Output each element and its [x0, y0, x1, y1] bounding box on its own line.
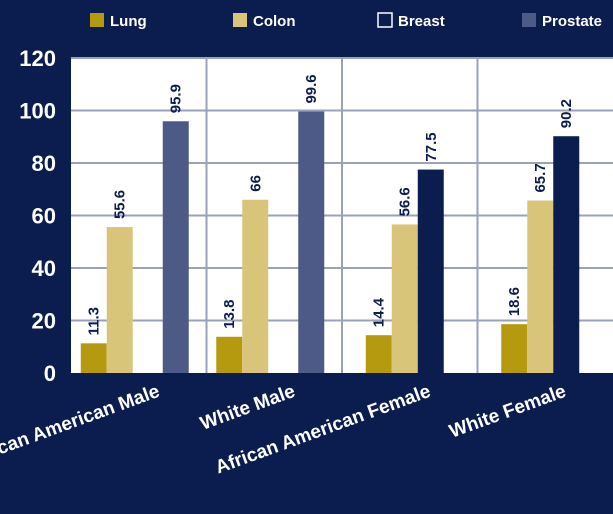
data-label-white-male-lung: 13.8	[221, 300, 238, 329]
data-labels: 11.3 55.6 95.9 13.8 66 99.6 14.4 56.6 77.5 18.6 65…	[86, 74, 576, 335]
y-tick-label: 20	[32, 309, 56, 334]
y-tick-label: 100	[19, 99, 56, 124]
legend-label-prostate: Prostate	[542, 13, 602, 30]
legend-label-lung: Lung	[110, 13, 147, 30]
legend-swatch-breast	[377, 12, 393, 28]
data-label-african-american-male-lung: 11.3	[86, 307, 103, 335]
y-tick-label: 0	[44, 361, 56, 386]
bar-african-american-female-lung	[365, 335, 392, 373]
data-label-white-female-breast: 90.2	[558, 99, 575, 128]
y-axis: 0 20 40 60 80 100 120	[19, 46, 56, 386]
legend-label-colon: Colon	[253, 13, 296, 30]
bar-white-female-breast	[553, 136, 580, 373]
data-label-african-american-male-prostate: 95.9	[168, 84, 185, 113]
bar-african-american-female-breast	[417, 169, 444, 373]
legend-label-breast: Breast	[398, 13, 445, 30]
y-tick-label: 80	[32, 151, 56, 176]
data-label-white-male-colon: 66	[247, 175, 264, 192]
y-tick-label: 120	[19, 46, 56, 71]
data-label-african-american-female-lung: 14.4	[371, 297, 388, 327]
y-tick-label: 40	[32, 256, 56, 281]
legend: Lung Colon Breast Prostate	[90, 12, 602, 30]
data-label-white-male-prostate: 99.6	[303, 74, 320, 103]
data-label-african-american-female-colon: 56.6	[397, 187, 414, 216]
bar-african-american-male-lung	[80, 343, 107, 373]
bar-white-male-lung	[216, 336, 243, 373]
data-label-african-american-female-breast: 77.5	[423, 132, 440, 161]
data-label-african-american-male-colon: 55.6	[112, 190, 129, 219]
y-tick-label: 60	[32, 204, 56, 229]
legend-swatch-colon	[233, 13, 247, 27]
bar-african-american-male-prostate	[162, 121, 189, 373]
bar-african-american-female-colon	[391, 224, 418, 373]
grid-lines	[71, 57, 613, 373]
bar-african-american-male-colon	[106, 227, 133, 373]
bars	[80, 111, 580, 374]
data-label-white-female-lung: 18.6	[506, 287, 523, 316]
bar-white-male-colon	[242, 199, 269, 373]
data-label-white-female-colon: 65.7	[532, 163, 549, 192]
bar-white-female-lung	[501, 324, 528, 373]
legend-swatch-lung	[90, 13, 104, 27]
bar-white-female-colon	[527, 200, 554, 373]
bar-white-male-prostate	[298, 111, 325, 374]
legend-swatch-prostate	[522, 13, 536, 27]
